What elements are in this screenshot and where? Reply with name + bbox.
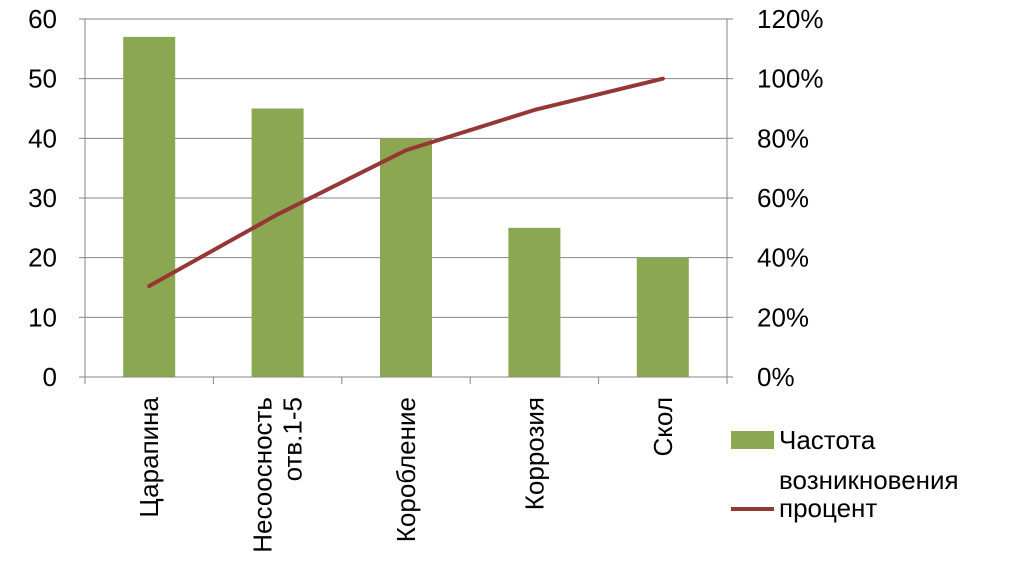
category-label: Скол bbox=[648, 397, 678, 457]
right-tick-label: 80% bbox=[757, 123, 809, 153]
right-tick-label: 20% bbox=[757, 302, 809, 332]
right-tick-label: 120% bbox=[757, 4, 824, 34]
line-point bbox=[147, 284, 151, 288]
left-y-axis-ticks: 0 10 20 30 40 50 60 bbox=[28, 4, 57, 392]
bar bbox=[251, 108, 304, 377]
left-tick-label: 20 bbox=[28, 243, 57, 273]
bar bbox=[508, 227, 561, 377]
left-tick-label: 60 bbox=[28, 4, 57, 34]
category-label: отв.1-5 bbox=[278, 397, 308, 481]
right-y-axis-ticks: 0% 20% 40% 60% 80% 100% 120% bbox=[757, 4, 824, 392]
legend-label: процент bbox=[779, 493, 877, 523]
legend-label: возникновения bbox=[779, 465, 959, 495]
right-tick-label: 40% bbox=[757, 243, 809, 273]
legend-bar-swatch bbox=[731, 431, 774, 449]
category-label: Царапина bbox=[134, 396, 164, 517]
line-point bbox=[661, 77, 665, 81]
left-tick-label: 40 bbox=[28, 123, 57, 153]
right-tick-label: 0% bbox=[757, 362, 795, 392]
category-labels: Царапина Несоосность отв.1-5 Коробление Корр… bbox=[134, 396, 678, 552]
left-tick-label: 10 bbox=[28, 302, 57, 332]
axes bbox=[79, 18, 733, 384]
legend-label: Частота bbox=[779, 425, 876, 455]
category-label: Несоосность bbox=[248, 397, 278, 553]
left-tick-label: 50 bbox=[28, 64, 57, 94]
left-tick-label: 30 bbox=[28, 183, 57, 213]
right-tick-label: 100% bbox=[757, 64, 824, 94]
bar bbox=[123, 36, 176, 378]
category-label: Коррозия bbox=[519, 397, 549, 510]
line-point bbox=[276, 212, 280, 216]
right-tick-label: 60% bbox=[757, 183, 809, 213]
left-tick-label: 0 bbox=[43, 362, 57, 392]
bar bbox=[380, 138, 432, 377]
line-point bbox=[532, 108, 536, 112]
bar bbox=[636, 257, 689, 377]
line-point bbox=[404, 148, 408, 152]
bar-series bbox=[123, 36, 689, 378]
category-label: Коробление bbox=[391, 397, 421, 542]
percent-line-series bbox=[147, 76, 665, 289]
